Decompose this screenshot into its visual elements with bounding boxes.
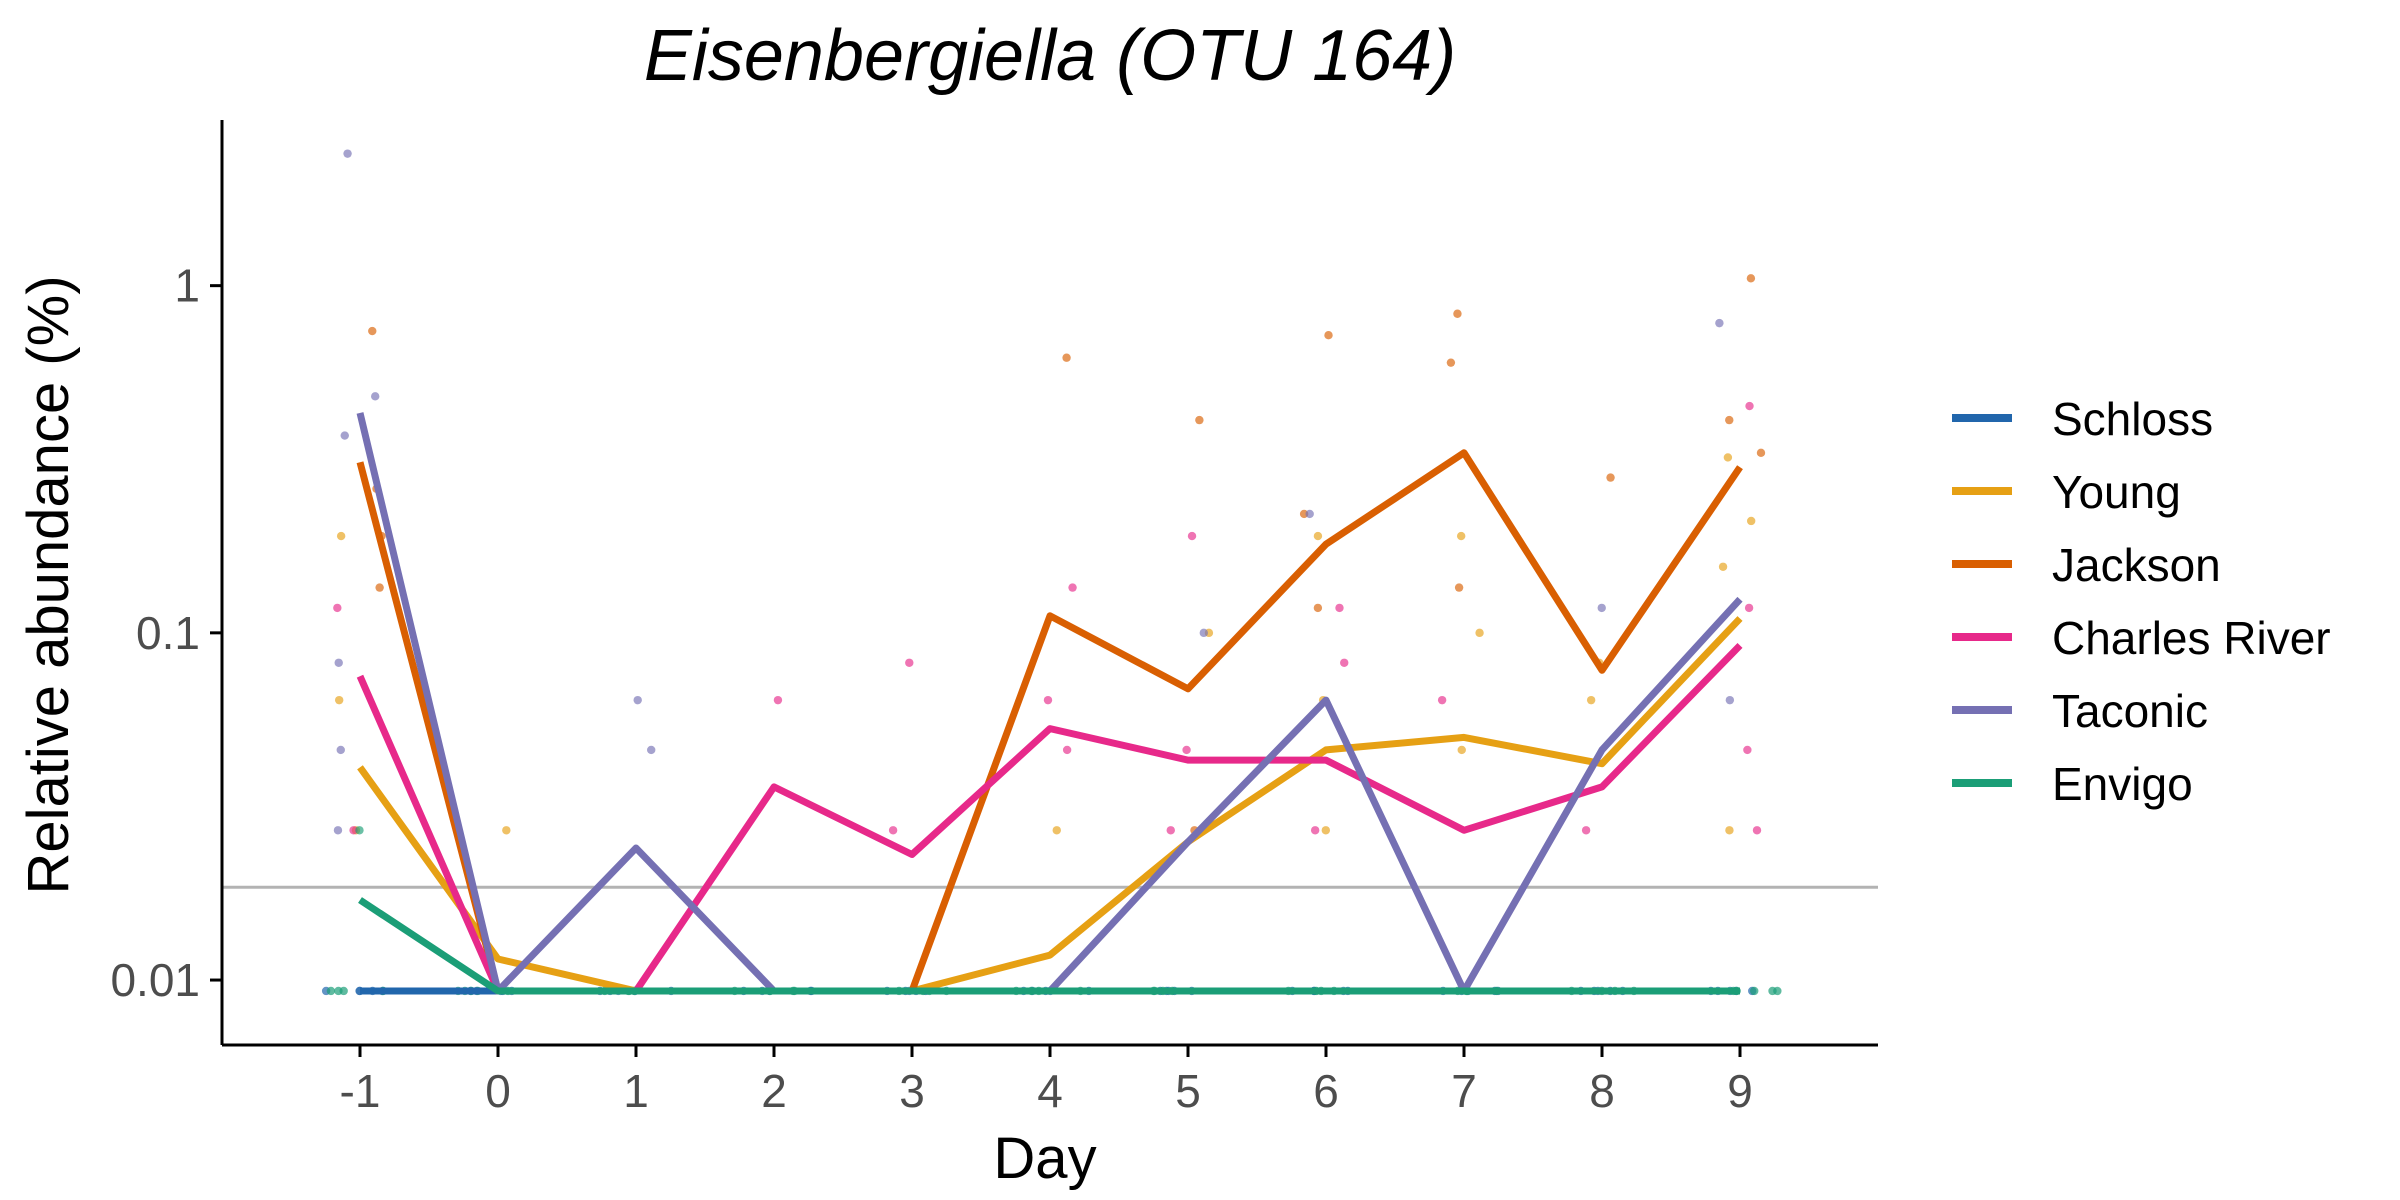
x-axis-title: Day xyxy=(993,1126,1096,1191)
plot-area xyxy=(222,149,1878,996)
data-point xyxy=(333,603,342,613)
data-point xyxy=(1182,745,1191,755)
legend-label: Young xyxy=(2052,466,2181,518)
series-line xyxy=(356,449,1743,995)
x-tick-label: 8 xyxy=(1589,1065,1615,1117)
x-tick-label: 9 xyxy=(1727,1065,1753,1117)
x-ticks: -1 0 1 2 3 4 5 6 7 8 9 xyxy=(340,1045,1753,1117)
data-point xyxy=(1437,695,1447,705)
series-lines xyxy=(356,412,1743,995)
data-point xyxy=(1725,415,1734,425)
data-point xyxy=(339,986,348,996)
x-tick-label: 6 xyxy=(1313,1065,1339,1117)
legend-label: Envigo xyxy=(2052,758,2193,810)
y-ticks: 0.01 0.1 1 xyxy=(110,260,222,1006)
data-point xyxy=(1746,274,1756,283)
data-point xyxy=(375,583,384,592)
data-point xyxy=(1475,628,1484,638)
y-tick-label: 0.01 xyxy=(110,954,200,1006)
legend-label: Schloss xyxy=(2052,393,2213,445)
data-point xyxy=(326,986,336,996)
data-point xyxy=(1068,583,1077,592)
data-point xyxy=(1745,401,1754,411)
data-point xyxy=(343,149,352,158)
data-point xyxy=(1052,826,1061,835)
series-line xyxy=(358,897,1740,995)
y-tick-label: 1 xyxy=(174,260,200,312)
data-point xyxy=(647,745,656,755)
x-tick-label: 2 xyxy=(761,1065,787,1117)
data-point xyxy=(1723,453,1733,462)
data-point xyxy=(1725,826,1734,835)
data-point xyxy=(333,826,343,835)
data-point xyxy=(1321,826,1331,835)
x-tick-label: 0 xyxy=(485,1065,511,1117)
data-point xyxy=(1313,531,1323,541)
data-point xyxy=(1746,516,1756,526)
data-point xyxy=(773,695,783,705)
data-point xyxy=(334,658,343,667)
x-tick-label: 1 xyxy=(623,1065,649,1117)
axes: 0.01 0.1 1 -1 0 1 2 3 4 5 6 7 8 9 xyxy=(110,120,1878,1117)
x-tick-label: 7 xyxy=(1451,1065,1477,1117)
data-point xyxy=(1744,603,1754,613)
legend-label: Charles River xyxy=(2052,612,2331,664)
series-line xyxy=(357,616,1743,995)
data-point xyxy=(1773,986,1782,996)
data-point xyxy=(1199,628,1208,638)
data-point xyxy=(1581,826,1591,835)
x-tick-label: -1 xyxy=(340,1065,381,1117)
data-point xyxy=(368,326,377,336)
data-point xyxy=(1715,318,1724,328)
x-tick-label: 3 xyxy=(899,1065,925,1117)
data-point xyxy=(336,531,346,541)
data-point xyxy=(1606,473,1615,482)
data-point xyxy=(1166,826,1175,835)
data-point xyxy=(1750,986,1759,996)
legend-label: Jackson xyxy=(2052,539,2221,591)
data-point xyxy=(1324,330,1333,340)
data-point xyxy=(1305,509,1314,519)
data-point xyxy=(1446,358,1456,367)
x-tick-label: 5 xyxy=(1175,1065,1201,1117)
data-point xyxy=(1756,448,1766,458)
data-point xyxy=(355,826,364,835)
data-point xyxy=(1195,415,1204,425)
data-point xyxy=(1313,603,1323,613)
data-point xyxy=(1062,353,1071,362)
data-point xyxy=(1457,745,1466,755)
data-point xyxy=(1043,695,1053,705)
data-point xyxy=(1597,603,1606,613)
data-point xyxy=(1335,603,1344,613)
data-point xyxy=(905,658,914,667)
data-point xyxy=(1453,309,1462,318)
data-point xyxy=(340,431,349,440)
data-point xyxy=(1456,531,1466,541)
data-point xyxy=(1310,826,1320,835)
data-point xyxy=(1752,826,1762,835)
data-point xyxy=(336,745,345,755)
data-point xyxy=(888,826,898,835)
data-point xyxy=(1454,583,1464,592)
data-point xyxy=(371,392,380,401)
data-point xyxy=(334,695,344,705)
data-point xyxy=(1340,658,1349,667)
legend-label: Taconic xyxy=(2052,685,2208,737)
legend: Schloss Young Jackson Charles River Taconic E… xyxy=(1952,393,2331,810)
data-point xyxy=(1586,695,1596,705)
y-axis-title: Relative abundance (%) xyxy=(16,275,81,894)
x-tick-label: 4 xyxy=(1037,1065,1063,1117)
data-point xyxy=(349,826,358,835)
data-point xyxy=(1743,745,1752,755)
data-point xyxy=(1725,695,1735,705)
chart-title: Eisenbergiella (OTU 164) xyxy=(644,16,1456,96)
data-point xyxy=(1718,562,1728,571)
data-point xyxy=(1062,745,1072,755)
data-point xyxy=(1187,531,1197,541)
data-point xyxy=(502,826,511,835)
data-point xyxy=(633,695,642,705)
y-tick-label: 0.1 xyxy=(136,607,200,659)
data-points xyxy=(321,149,1782,996)
